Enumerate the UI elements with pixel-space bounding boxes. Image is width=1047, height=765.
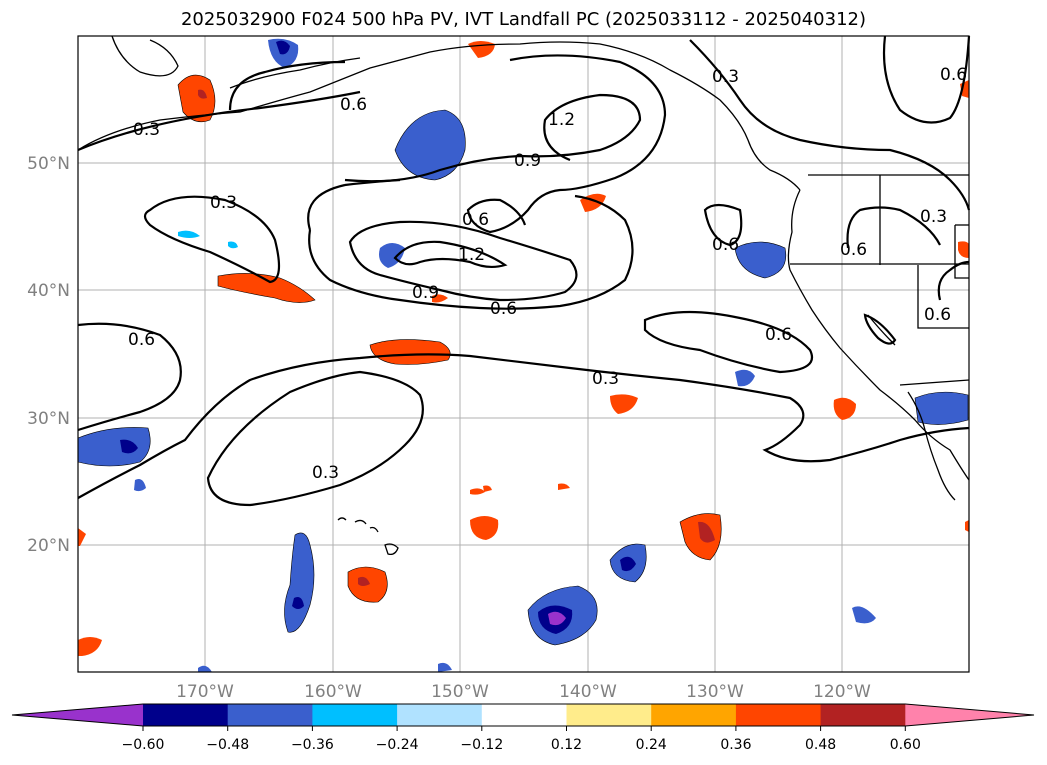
latitude-labels: 50°N 40°N 30°N 20°N bbox=[27, 154, 70, 556]
figure-title: 2025032900 F024 500 hPa PV, IVT Landfall… bbox=[180, 9, 867, 30]
colorbar-segment bbox=[397, 704, 483, 726]
contour-label: 0.6 bbox=[462, 210, 489, 230]
longitude-labels: 170°W 160°W 150°W 140°W 130°W 120°W bbox=[176, 682, 871, 702]
lat-label-40n: 40°N bbox=[27, 281, 70, 301]
pv-contours bbox=[77, 35, 971, 507]
colorbar-segment bbox=[143, 704, 229, 726]
colorbar-segment bbox=[735, 704, 822, 726]
lon-label-160w: 160°W bbox=[304, 682, 362, 702]
colorbar-tick-label: 0.12 bbox=[551, 737, 582, 753]
contour-label: 0.3 bbox=[592, 369, 619, 389]
colorbar-tick-label: −0.60 bbox=[122, 737, 165, 753]
colorbar-segment bbox=[481, 704, 567, 726]
colorbar-tick-label: 0.48 bbox=[805, 737, 836, 753]
map-background bbox=[78, 36, 969, 672]
contour-label: 0.6 bbox=[924, 305, 951, 325]
colorbar-extend-low bbox=[12, 704, 143, 726]
contour-label: 0.9 bbox=[514, 151, 541, 171]
colorbar-tick-label: −0.12 bbox=[460, 737, 503, 753]
contour-label: 0.9 bbox=[412, 283, 439, 303]
contour-label: 0.6 bbox=[765, 325, 792, 345]
contour-label: 0.6 bbox=[128, 330, 155, 350]
lon-label-150w: 150°W bbox=[431, 682, 489, 702]
colorbar-tick-label: 0.60 bbox=[890, 737, 921, 753]
colorbar-extend-high bbox=[905, 704, 1034, 726]
lon-label-140w: 140°W bbox=[559, 682, 617, 702]
contour-label: 0.3 bbox=[712, 67, 739, 87]
colorbar-tick-label: 0.36 bbox=[720, 737, 751, 753]
contour-label: 0.6 bbox=[340, 95, 367, 115]
lon-label-130w: 130°W bbox=[686, 682, 744, 702]
contour-label: 0.6 bbox=[840, 240, 867, 260]
map-frame bbox=[77, 35, 970, 673]
graticule bbox=[78, 36, 969, 672]
contour-label: 0.6 bbox=[490, 299, 517, 319]
lon-label-120w: 120°W bbox=[813, 682, 871, 702]
colorbar-tick-label: −0.24 bbox=[376, 737, 419, 753]
contour-label: 1.2 bbox=[548, 110, 575, 130]
colorbar-segment bbox=[651, 704, 737, 726]
contour-label: 0.6 bbox=[940, 65, 967, 85]
lat-label-30n: 30°N bbox=[27, 409, 70, 429]
contour-label: 0.3 bbox=[920, 207, 947, 227]
colorbar-segment bbox=[312, 704, 398, 726]
shaded-anomalies bbox=[77, 38, 969, 672]
colorbar-tick-label: 0.24 bbox=[636, 737, 667, 753]
colorbar-segment bbox=[227, 704, 313, 726]
colorbar-tick-label: −0.48 bbox=[206, 737, 249, 753]
contour-label: 0.3 bbox=[133, 120, 160, 140]
colorbar-tick-label: −0.36 bbox=[291, 737, 334, 753]
colorbar: −0.60 −0.48 −0.36 −0.24 −0.12 0.12 0.24 0.36 0.4… bbox=[11, 703, 1035, 753]
contour-label: 1.2 bbox=[458, 245, 485, 265]
lat-label-20n: 20°N bbox=[27, 536, 70, 556]
contour-label: 0.3 bbox=[312, 463, 339, 483]
contour-labels: 0.3 0.6 1.2 0.9 0.3 0.6 1.2 0.9 0.6 0.6 … bbox=[128, 65, 967, 483]
colorbar-segment bbox=[820, 704, 906, 726]
contour-label: 0.6 bbox=[712, 235, 739, 255]
coastlines bbox=[77, 35, 970, 556]
lon-label-170w: 170°W bbox=[176, 682, 234, 702]
lat-label-50n: 50°N bbox=[27, 154, 70, 174]
colorbar-segment bbox=[566, 704, 652, 726]
contour-label: 0.3 bbox=[210, 193, 237, 213]
